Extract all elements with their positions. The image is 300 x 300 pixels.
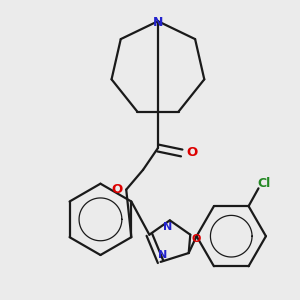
Text: N: N — [153, 16, 163, 29]
Text: O: O — [192, 234, 201, 244]
Text: N: N — [163, 222, 172, 232]
Text: O: O — [112, 183, 123, 196]
Text: O: O — [186, 146, 197, 160]
Text: N: N — [158, 250, 167, 260]
Text: Cl: Cl — [258, 177, 271, 190]
